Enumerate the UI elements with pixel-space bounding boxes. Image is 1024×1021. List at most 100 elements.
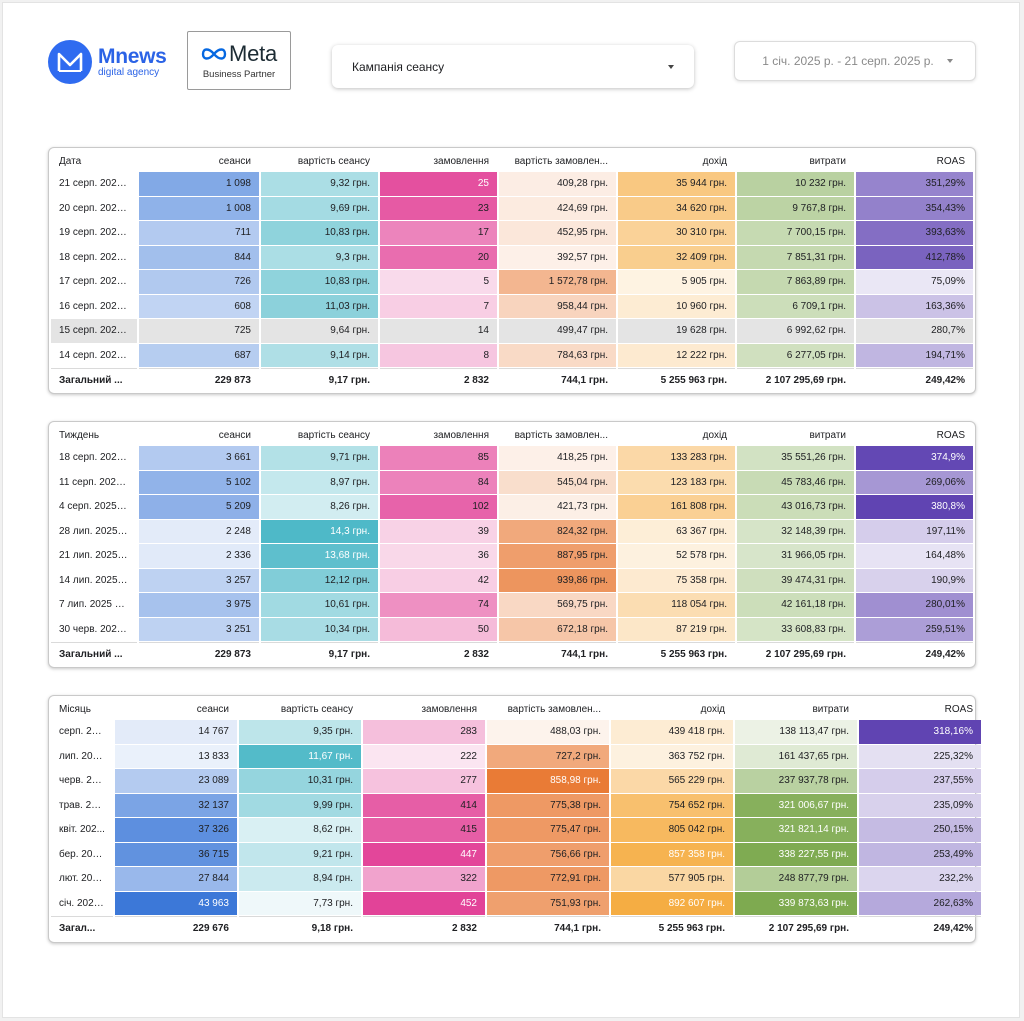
roas-column-header[interactable]: ROAS xyxy=(944,703,973,715)
table-row: 21 серп. 2025 ... 1 098 9,32 грн. 25 409,28 … xyxy=(51,172,973,196)
spend-column-header[interactable]: витрати xyxy=(809,155,846,167)
row-label: 30 черв. 2025 ... xyxy=(59,623,134,635)
table-row: квіт. 202... 37 326 8,62 грн. 415 775,47 грн… xyxy=(51,818,981,842)
sessions-column-cell: 711 xyxy=(139,221,259,245)
orders-column-cell: 283 xyxy=(363,720,485,744)
sessions-column-cell: 3 661 xyxy=(139,446,259,470)
revenue-column-cell: 5 905 грн. xyxy=(618,270,735,294)
revenue-column-header[interactable]: дохід xyxy=(702,155,727,167)
meta-partner-badge: Meta Business Partner xyxy=(187,31,291,90)
logo-name: Mnews xyxy=(98,45,167,68)
cost-per-session-column-cell: 10,83 грн. xyxy=(261,270,378,294)
revenue-column-cell: 754 652 грн. xyxy=(611,793,733,817)
table-row: 18 серп. 2025 ... 3 661 9,71 грн. 85 418,25 … xyxy=(51,446,973,470)
cost-per-session-column-total: 9,18 грн. xyxy=(239,916,361,939)
orders-column-header[interactable]: замовлення xyxy=(421,703,477,715)
revenue-column-cell: 439 418 грн. xyxy=(611,720,733,744)
spend-column-cell: 33 608,83 грн. xyxy=(737,617,854,641)
row-label: 16 серп. 2025 ... xyxy=(59,300,134,312)
orders-column-cell: 36 xyxy=(380,544,497,568)
cost-per-order-column-cell: 545,04 грн. xyxy=(499,470,616,494)
cost-per-session-column-header[interactable]: вартість сеансу xyxy=(280,703,353,715)
spend-column-header[interactable]: витрати xyxy=(812,703,849,715)
sessions-column-header[interactable]: сеанси xyxy=(218,429,251,441)
cost-per-order-column-header[interactable]: вартість замовлен... xyxy=(507,703,601,715)
cost-per-order-column-header[interactable]: вартість замовлен... xyxy=(514,155,608,167)
revenue-column-total: 5 255 963 грн. xyxy=(611,916,733,939)
revenue-column-cell: 12 222 грн. xyxy=(618,343,735,367)
row-label: квіт. 202... xyxy=(59,824,105,836)
roas-column-cell: 412,78% xyxy=(856,245,973,269)
table-row: 20 серп. 2025 ... 1 008 9,69 грн. 23 424,69 … xyxy=(51,196,973,220)
orders-column-cell: 25 xyxy=(380,172,497,196)
sessions-column-cell: 37 326 xyxy=(115,818,237,842)
orders-column-total: 2 832 xyxy=(380,368,497,391)
sessions-column-cell: 32 137 xyxy=(115,793,237,817)
orders-column-cell: 5 xyxy=(380,270,497,294)
spend-column-cell: 6 277,05 грн. xyxy=(737,343,854,367)
spend-column-header[interactable]: витрати xyxy=(809,429,846,441)
cost-per-order-column-header[interactable]: вартість замовлен... xyxy=(514,429,608,441)
cost-per-order-column-cell: 569,75 грн. xyxy=(499,593,616,617)
sessions-column-cell: 13 833 xyxy=(115,744,237,768)
meta-infinity-icon xyxy=(201,48,227,60)
orders-column-header[interactable]: замовлення xyxy=(433,429,489,441)
weekly-table: Тиждень сеанси вартість сеансу замовлення ва… xyxy=(48,421,976,668)
spend-column-cell: 7 700,15 грн. xyxy=(737,221,854,245)
spend-column-cell: 45 783,46 грн. xyxy=(737,470,854,494)
dimension-header[interactable]: Місяць xyxy=(59,703,91,715)
sessions-column-total: 229 676 xyxy=(115,916,237,939)
row-label: 7 лип. 2025 р. ... xyxy=(59,599,135,611)
sessions-column-header[interactable]: сеанси xyxy=(218,155,251,167)
sessions-column-cell: 43 963 xyxy=(115,891,237,915)
cost-per-session-column-header[interactable]: вартість сеансу xyxy=(297,155,370,167)
dimension-header[interactable]: Тиждень xyxy=(59,429,100,441)
campaign-filter-dropdown[interactable]: Кампанія сеансу xyxy=(332,45,694,88)
cost-per-session-column-cell: 8,97 грн. xyxy=(261,470,378,494)
date-range-picker[interactable]: 1 січ. 2025 р. - 21 серп. 2025 р. xyxy=(734,41,976,81)
roas-column-total: 249,42% xyxy=(859,916,981,939)
sessions-column-cell: 726 xyxy=(139,270,259,294)
revenue-column-cell: 35 944 грн. xyxy=(618,172,735,196)
revenue-column-cell: 87 219 грн. xyxy=(618,617,735,641)
orders-column-cell: 415 xyxy=(363,818,485,842)
row-label: лют. 202... xyxy=(59,873,107,885)
revenue-column-cell: 10 960 грн. xyxy=(618,294,735,318)
cost-per-session-column-cell: 9,32 грн. xyxy=(261,172,378,196)
revenue-column-header[interactable]: дохід xyxy=(700,703,725,715)
cost-per-session-column-cell: 9,14 грн. xyxy=(261,343,378,367)
orders-column-header[interactable]: замовлення xyxy=(433,155,489,167)
orders-column-cell: 102 xyxy=(380,495,497,519)
orders-column-cell: 20 xyxy=(380,245,497,269)
dimension-header[interactable]: Дата xyxy=(59,155,82,167)
spend-column-cell: 338 227,55 грн. xyxy=(735,842,857,866)
cost-per-session-column-cell: 8,94 грн. xyxy=(239,867,361,891)
roas-column-header[interactable]: ROAS xyxy=(936,429,965,441)
cost-per-session-column-cell: 9,99 грн. xyxy=(239,793,361,817)
cost-per-session-column-cell: 10,83 грн. xyxy=(261,221,378,245)
table-row: 16 серп. 2025 ... 608 11,03 грн. 7 958,44 гр… xyxy=(51,294,973,318)
row-label: 17 серп. 2025 ... xyxy=(59,276,134,288)
cost-per-session-column-header[interactable]: вартість сеансу xyxy=(297,429,370,441)
sessions-column-header[interactable]: сеанси xyxy=(196,703,229,715)
revenue-column-header[interactable]: дохід xyxy=(702,429,727,441)
revenue-column-total: 5 255 963 грн. xyxy=(618,368,735,391)
cost-per-session-column-cell: 11,67 грн. xyxy=(239,744,361,768)
sessions-column-cell: 5 209 xyxy=(139,495,259,519)
cost-per-session-column-cell: 9,64 грн. xyxy=(261,319,378,343)
spend-column-cell: 35 551,26 грн. xyxy=(737,446,854,470)
sessions-column-total: 229 873 xyxy=(139,642,259,665)
cost-per-order-column-cell: 939,86 грн. xyxy=(499,568,616,592)
roas-column-cell: 75,09% xyxy=(856,270,973,294)
roas-column-header[interactable]: ROAS xyxy=(936,155,965,167)
total-label: Загальний ... xyxy=(51,642,137,665)
sessions-column-cell: 3 251 xyxy=(139,617,259,641)
meta-name: Meta xyxy=(228,41,278,66)
row-label: 21 серп. 2025 ... xyxy=(59,178,134,190)
orders-column-cell: 14 xyxy=(380,319,497,343)
revenue-column-cell: 577 905 грн. xyxy=(611,867,733,891)
monthly-table: Місяць сеанси вартість сеансу замовлення вар… xyxy=(48,695,981,943)
spend-column-cell: 321 006,67 грн. xyxy=(735,793,857,817)
roas-column-cell: 269,06% xyxy=(856,470,973,494)
